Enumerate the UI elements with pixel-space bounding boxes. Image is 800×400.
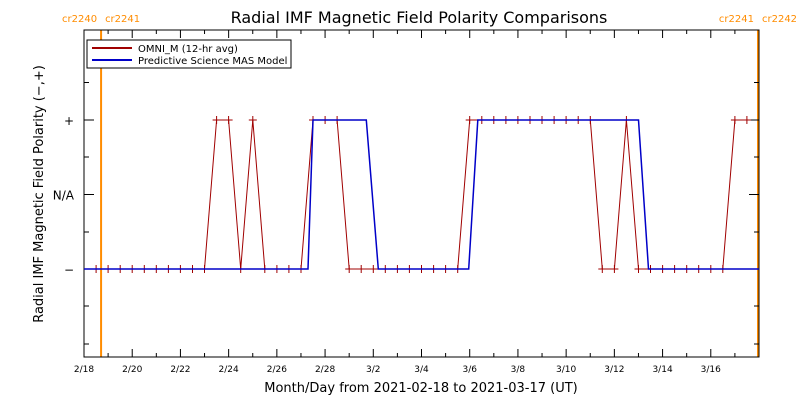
x-tick-label: 3/14 [652,365,672,375]
omni-data-point [598,265,607,273]
y-axis: − N/A + [53,82,759,345]
y-tick-label: − [64,263,74,277]
omni-data-point [345,265,354,273]
carrington-label-left: cr2240 [62,14,97,25]
x-tick-label: 2/24 [219,365,239,375]
omni-data-point [742,116,751,124]
omni-data-point [212,116,221,124]
carrington-markers: cr2240 cr2241 cr2241 cr2242 [62,14,797,357]
x-axis-label: Month/Day from 2021-02-18 to 2021-03-17 … [264,381,577,396]
x-tick-label: 2/22 [170,365,190,375]
series-layer [84,116,759,273]
plot-frame [83,29,760,358]
omni-data-point [634,265,643,273]
legend-box [86,39,292,69]
series-line-mas [84,119,759,270]
y-tick-label: N/A [53,189,75,203]
x-tick-label: 3/16 [701,365,721,375]
series-line-omni [96,119,747,270]
omni-data-point [248,116,257,124]
omni-data-point [610,265,619,273]
carrington-label-left: cr2241 [719,14,754,25]
y-tick-label: + [64,114,74,128]
x-tick-label: 2/20 [122,365,142,375]
x-tick-label: 3/12 [604,365,624,375]
legend: OMNI_M (12-hr avg) Predictive Science MA… [86,39,292,69]
x-tick-label: 2/26 [267,365,287,375]
omni-data-point [730,116,739,124]
x-tick-label: 3/4 [414,365,429,375]
x-tick-label: 3/8 [511,365,526,375]
chart-title: Radial IMF Magnetic Field Polarity Compa… [231,8,608,27]
carrington-label-right: cr2241 [105,14,140,25]
x-tick-label: 3/10 [556,365,576,375]
x-axis: 2/18 2/20 2/22 2/24 2/26 2/28 3/2 3/4 3/6 3/8 3/10… [74,30,736,375]
x-tick-label: 2/28 [315,365,335,375]
omni-data-point [357,265,366,273]
x-tick-label: 3/6 [462,365,477,375]
x-tick-label: 2/18 [74,365,94,375]
legend-label-mas: Predictive Science MAS Model [138,56,287,67]
x-tick-label: 3/2 [366,365,380,375]
y-axis-label: Radial IMF Magnetic Field Polarity (−,+) [32,65,47,323]
omni-data-point [369,265,378,273]
legend-label-omni: OMNI_M (12-hr avg) [138,44,238,55]
omni-data-point [224,116,233,124]
carrington-label-right: cr2242 [762,14,797,25]
omni-data-point [465,116,474,124]
